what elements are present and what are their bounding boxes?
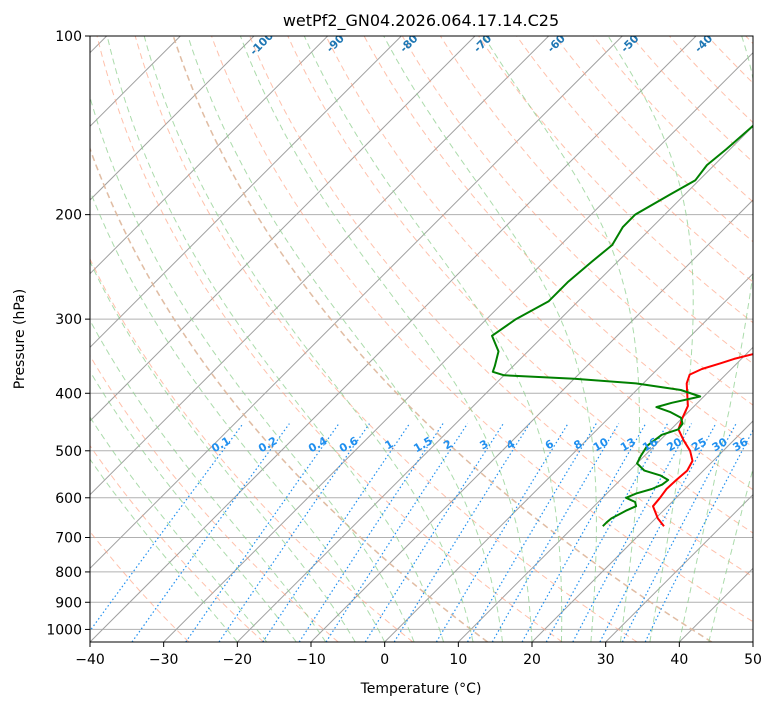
mixing-ratio-line	[325, 423, 469, 642]
moist-adiabat-line	[239, 36, 533, 642]
sounding-series	[491, 124, 753, 527]
y-axis-label: Pressure (hPa)	[12, 289, 28, 389]
moist-adiabat-line	[187, 36, 503, 642]
mixing-ratio-lines	[90, 423, 753, 642]
y-tick-label: 200	[55, 208, 82, 224]
moist-adiabat-line	[143, 36, 474, 642]
x-tick-label: −30	[149, 652, 179, 668]
isotherm-line	[384, 272, 753, 642]
mixing-ratio-line	[435, 423, 569, 642]
dry-adiabat-line	[363, 36, 753, 448]
dry-adiabats	[90, 36, 753, 642]
y-tick-label: 900	[55, 595, 82, 611]
y-tick-label: 1000	[46, 622, 82, 638]
isotherm-line	[90, 36, 402, 349]
plot-frame	[89, 35, 754, 643]
mixing-ratio-line	[131, 423, 290, 642]
x-tick-label: 40	[670, 652, 688, 668]
dry-adiabat-line	[249, 36, 753, 578]
isotherm-line	[90, 36, 329, 275]
x-tick-label: −20	[223, 652, 253, 668]
moist-adiabat-line	[106, 36, 445, 642]
x-axis-ticks: −40 −30 −20 −10 0 10 20 30 40 50	[75, 642, 762, 668]
y-tick-label: 400	[55, 386, 82, 402]
mixing-ratio-line	[185, 423, 340, 642]
mixing-ratio-line	[599, 423, 717, 642]
x-tick-label: 50	[744, 652, 762, 668]
moist-adiabat-line	[90, 370, 297, 642]
y-tick-label: 100	[55, 29, 82, 45]
moist-adiabat-line	[303, 36, 563, 642]
mixing-ratio-line	[90, 423, 244, 632]
temperature-profile-line	[652, 353, 753, 527]
moist-adiabats	[90, 36, 753, 642]
moist-adiabat-line	[90, 458, 238, 642]
dry-adiabat-line	[96, 36, 563, 642]
moist-adiabat-line	[90, 189, 386, 642]
mixing-ratio-line	[621, 423, 737, 642]
x-tick-label: 20	[523, 652, 541, 668]
moist-adiabat-line	[90, 416, 268, 642]
mixing-ratio-line	[521, 423, 647, 642]
moist-adiabat-line	[90, 95, 415, 642]
x-tick-label: 0	[380, 652, 389, 668]
isotherm-line	[457, 346, 753, 642]
mixing-ratio-line	[218, 423, 370, 642]
isotherm-line	[163, 51, 753, 642]
plot-area: -100-90-80-70-60-50-40-30-20-10010203040…	[90, 36, 753, 642]
dry-adiabat-line	[325, 36, 753, 491]
dry-adiabat-highlight-line	[172, 36, 713, 642]
y-axis-ticks: 100 200 300 400 500 600 700 800 900 1000	[46, 29, 90, 638]
x-tick-label: −10	[296, 652, 326, 668]
y-tick-label: 600	[55, 491, 82, 507]
x-tick-label: 10	[449, 652, 467, 668]
pressure-gridlines	[90, 36, 753, 630]
moist-adiabat-line	[708, 466, 753, 642]
y-tick-label: 500	[55, 444, 82, 460]
dry-adiabat-line	[630, 36, 753, 163]
mixing-ratio-line	[644, 429, 753, 642]
dry-adiabat-line	[401, 36, 753, 406]
isotherm-line	[90, 36, 697, 642]
isotherms	[90, 36, 753, 642]
moist-adiabat-line	[383, 36, 597, 642]
mixing-ratio-line	[572, 423, 693, 642]
x-axis-label: Temperature (°C)	[360, 681, 482, 697]
isotherm-line	[90, 36, 476, 422]
isotherm-line	[90, 36, 623, 570]
isotherm-line	[236, 125, 753, 642]
dewpoint-profile-line	[491, 124, 753, 527]
dry-adiabat-line	[592, 36, 753, 203]
dry-adiabat-line	[516, 36, 753, 283]
y-tick-label: 800	[55, 565, 82, 581]
isotherm-line	[90, 36, 255, 201]
isotherm-line	[90, 36, 550, 496]
dry-adiabat-line	[134, 36, 638, 642]
moist-adiabat-line	[90, 260, 356, 642]
x-tick-label: −40	[75, 652, 105, 668]
moist-adiabat-line	[607, 36, 694, 642]
isotherm-line	[605, 493, 753, 642]
dry-adiabat-line	[211, 36, 753, 623]
y-tick-label: 700	[55, 531, 82, 547]
dry-adiabat-line	[90, 257, 414, 642]
mixing-ratio-line	[545, 423, 669, 642]
moist-adiabat-line	[483, 36, 640, 642]
isotherm-line	[531, 420, 753, 642]
x-tick-label: 30	[597, 652, 615, 668]
dry-adiabat-line	[478, 36, 753, 324]
moist-adiabat-line	[90, 319, 327, 642]
moist-adiabat-line	[678, 36, 753, 642]
y-tick-label: 300	[55, 312, 82, 328]
mixing-ratio-line	[364, 423, 504, 642]
dry-adiabat-line	[90, 444, 264, 642]
chart-title: wetPf2_GN04.2026.064.17.14.C25	[283, 11, 559, 31]
